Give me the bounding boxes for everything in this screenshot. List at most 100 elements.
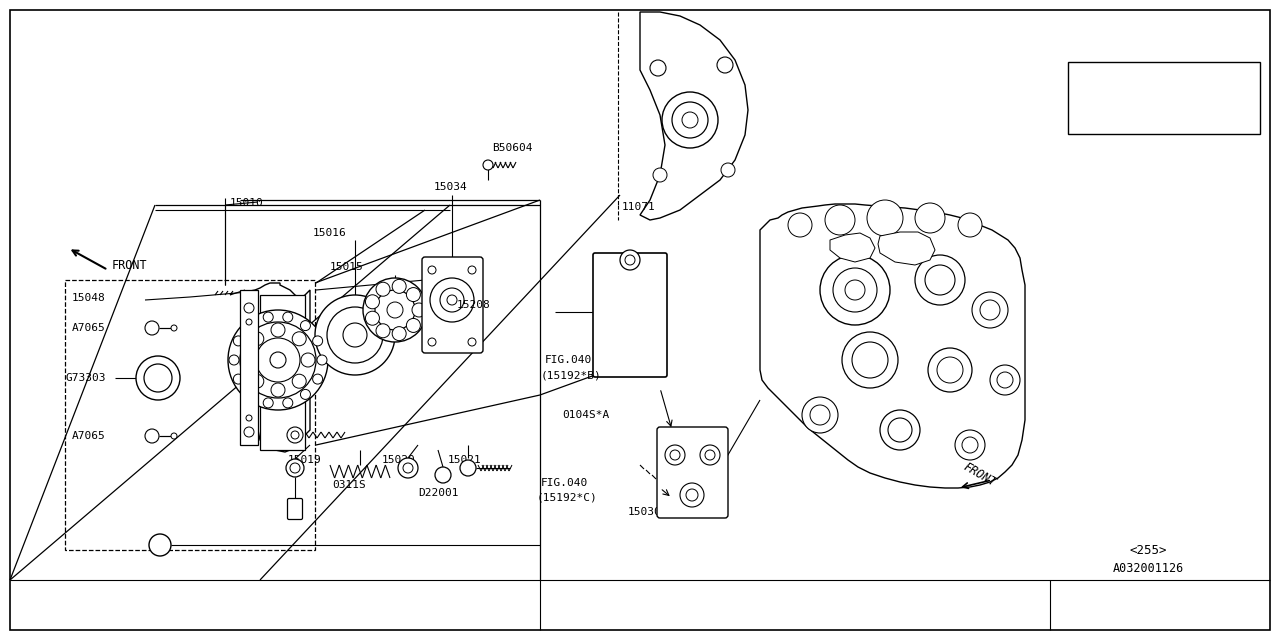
Text: G73303: G73303 <box>65 373 105 383</box>
Text: 15020: 15020 <box>381 455 416 465</box>
Circle shape <box>440 288 465 312</box>
Circle shape <box>428 266 436 274</box>
Circle shape <box>963 437 978 453</box>
Text: (15192*B): (15192*B) <box>541 370 602 380</box>
Circle shape <box>833 268 877 312</box>
Circle shape <box>233 374 243 384</box>
Circle shape <box>366 311 379 325</box>
Circle shape <box>343 323 367 347</box>
Circle shape <box>283 312 293 322</box>
Circle shape <box>717 57 733 73</box>
Text: FIG.040: FIG.040 <box>545 355 593 365</box>
Circle shape <box>845 280 865 300</box>
Circle shape <box>650 60 666 76</box>
Circle shape <box>666 445 685 465</box>
Circle shape <box>881 410 920 450</box>
Text: <255>: <255> <box>1129 543 1167 557</box>
Circle shape <box>364 278 428 342</box>
Circle shape <box>447 295 457 305</box>
Circle shape <box>172 325 177 331</box>
Circle shape <box>241 322 316 398</box>
Bar <box>1068 62 1260 134</box>
Text: 15010: 15010 <box>230 198 264 208</box>
Circle shape <box>392 280 406 293</box>
Circle shape <box>680 483 704 507</box>
FancyBboxPatch shape <box>593 253 667 377</box>
Circle shape <box>241 353 255 367</box>
Circle shape <box>403 463 413 473</box>
Text: 11051 <253>: 11051 <253> <box>1103 77 1178 87</box>
Circle shape <box>972 292 1009 328</box>
Circle shape <box>810 405 829 425</box>
Circle shape <box>256 338 300 382</box>
Circle shape <box>842 332 899 388</box>
Circle shape <box>246 321 256 331</box>
Circle shape <box>852 342 888 378</box>
Circle shape <box>264 398 273 408</box>
Circle shape <box>957 213 982 237</box>
Circle shape <box>826 205 855 235</box>
Circle shape <box>148 534 172 556</box>
Bar <box>260 295 305 450</box>
Circle shape <box>250 374 264 388</box>
Text: 15208: 15208 <box>456 300 490 310</box>
Circle shape <box>244 303 253 313</box>
Polygon shape <box>760 204 1025 488</box>
Text: 0104S*A: 0104S*A <box>562 410 609 420</box>
Circle shape <box>271 323 285 337</box>
Circle shape <box>620 250 640 270</box>
Circle shape <box>301 389 311 399</box>
Circle shape <box>672 102 708 138</box>
Polygon shape <box>248 283 310 452</box>
Bar <box>65 280 315 550</box>
Text: (15192*C): (15192*C) <box>538 492 598 502</box>
Circle shape <box>955 430 986 460</box>
Circle shape <box>228 310 328 410</box>
Circle shape <box>291 431 300 439</box>
Circle shape <box>312 336 323 346</box>
Circle shape <box>270 352 285 368</box>
Circle shape <box>888 418 913 442</box>
Circle shape <box>721 163 735 177</box>
Text: 15034: 15034 <box>434 182 467 192</box>
Circle shape <box>312 374 323 384</box>
Circle shape <box>705 450 716 460</box>
FancyBboxPatch shape <box>657 427 728 518</box>
Circle shape <box>264 312 273 322</box>
Circle shape <box>820 255 890 325</box>
Text: D22001: D22001 <box>419 488 458 498</box>
Circle shape <box>246 389 256 399</box>
Circle shape <box>136 356 180 400</box>
Bar <box>241 290 259 445</box>
Circle shape <box>301 321 311 331</box>
Circle shape <box>292 374 306 388</box>
Circle shape <box>376 324 390 338</box>
Text: 11071: 11071 <box>622 202 655 212</box>
Text: FRONT: FRONT <box>113 259 147 271</box>
Circle shape <box>980 300 1000 320</box>
Circle shape <box>291 463 300 473</box>
Text: 1: 1 <box>1080 97 1088 109</box>
Circle shape <box>428 338 436 346</box>
FancyBboxPatch shape <box>288 499 302 520</box>
Circle shape <box>145 429 159 443</box>
Text: B50604: B50604 <box>492 143 532 153</box>
Text: A7065: A7065 <box>72 431 106 441</box>
Circle shape <box>271 383 285 397</box>
Polygon shape <box>829 233 876 262</box>
Circle shape <box>700 445 721 465</box>
Circle shape <box>145 364 172 392</box>
Text: 0311S: 0311S <box>332 480 366 490</box>
Circle shape <box>250 332 264 346</box>
Circle shape <box>301 353 315 367</box>
Text: 15027 <255>: 15027 <255> <box>1103 111 1178 121</box>
Text: 15048: 15048 <box>72 293 105 303</box>
Circle shape <box>406 287 420 301</box>
Text: A7065: A7065 <box>72 323 106 333</box>
Circle shape <box>915 203 945 233</box>
Text: 1: 1 <box>156 543 164 557</box>
Circle shape <box>997 372 1012 388</box>
Circle shape <box>392 326 406 340</box>
Circle shape <box>326 307 383 363</box>
Circle shape <box>662 92 718 148</box>
